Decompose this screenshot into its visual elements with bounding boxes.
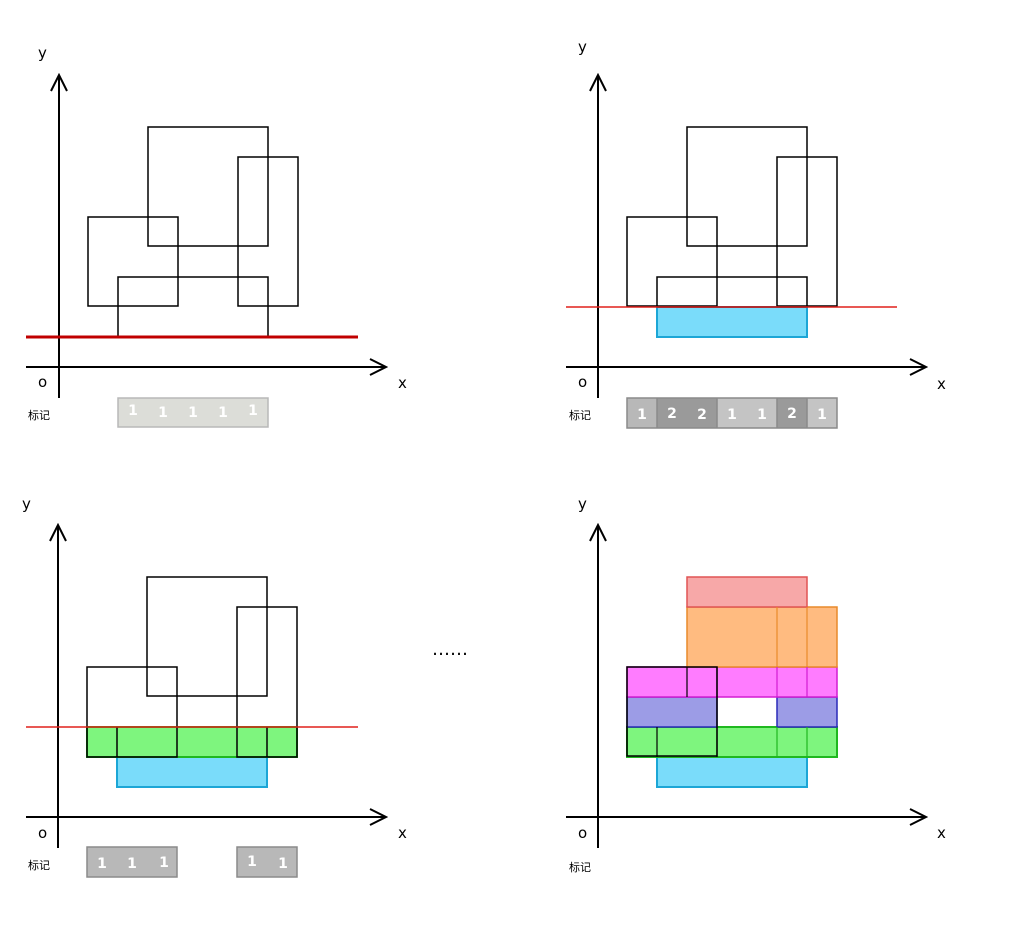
mark-cell: 2: [697, 407, 707, 423]
covered-strip: [686, 576, 808, 608]
covered-strip: [626, 726, 838, 758]
mark-cell: 1: [727, 407, 737, 423]
mark-cell-box: [807, 398, 837, 428]
rectangle: [86, 666, 178, 758]
mark-cell-box: [777, 398, 807, 428]
mark-cell: 2: [667, 406, 677, 422]
x-axis-label: x: [398, 824, 407, 842]
y-axis-label: y: [578, 495, 587, 513]
mark-bar: [117, 397, 269, 428]
panel-1: y x o 标记 1 1 1 1 1: [26, 44, 407, 428]
x-axis-label: x: [937, 375, 946, 393]
mark-cell: 1: [248, 403, 258, 419]
panel-2: y x o 标记 1 2 2 1 1 2 1: [566, 38, 946, 429]
rectangle: [87, 216, 179, 307]
covered-strip: [776, 696, 838, 728]
ellipsis: ……: [432, 639, 468, 660]
mark-bar-outline: [626, 397, 838, 429]
mark-cell: 1: [278, 856, 288, 872]
y-axis-label: y: [22, 495, 31, 513]
mark-label: 标记: [569, 860, 591, 874]
rectangle: [117, 276, 269, 338]
mark-cell-box: [717, 398, 777, 428]
mark-bar: [86, 846, 178, 878]
rectangle: [147, 126, 269, 247]
mark-cell: 1: [128, 403, 138, 419]
origin-label: o: [38, 824, 47, 842]
y-axis-label: y: [578, 38, 587, 56]
rectangle: [686, 126, 808, 247]
mark-bar: [236, 846, 298, 878]
panel-4: y x o 标记: [566, 495, 946, 874]
covered-strip: [656, 306, 808, 338]
mark-cell: 1: [757, 407, 767, 423]
rectangle: [626, 216, 718, 307]
mark-label: 标记: [28, 858, 50, 872]
mark-cell: 1: [247, 854, 257, 870]
origin-label: o: [578, 824, 587, 842]
covered-strip: [86, 726, 298, 758]
origin-label: o: [38, 373, 47, 391]
mark-cell: 1: [637, 407, 647, 423]
covered-strip: [626, 696, 718, 728]
mark-label: 标记: [569, 408, 591, 422]
mark-cell: 1: [188, 405, 198, 421]
mark-cell-box: [627, 398, 657, 428]
mark-cell: 1: [817, 407, 827, 423]
covered-strip: [686, 606, 838, 668]
y-axis-label: y: [38, 44, 47, 62]
covered-strip: [656, 756, 808, 788]
panel-3: y x o 标记 1 1 1 1 1: [22, 495, 407, 878]
rectangle: [146, 576, 268, 697]
origin-label: o: [578, 373, 587, 391]
mark-label: 标记: [28, 408, 50, 422]
mark-cell: 1: [218, 405, 228, 421]
rectangle: [626, 666, 718, 757]
mark-cell: 2: [787, 406, 797, 422]
covered-strip: [116, 756, 268, 788]
mark-cell: 1: [127, 856, 137, 872]
rectangle: [656, 276, 808, 308]
x-axis-label: x: [398, 374, 407, 392]
x-axis-label: x: [937, 824, 946, 842]
mark-cell-box: [657, 398, 717, 428]
covered-strip: [626, 666, 838, 698]
mark-cell: 1: [158, 405, 168, 421]
mark-cell: 1: [97, 856, 107, 872]
mark-cell: 1: [159, 855, 169, 871]
